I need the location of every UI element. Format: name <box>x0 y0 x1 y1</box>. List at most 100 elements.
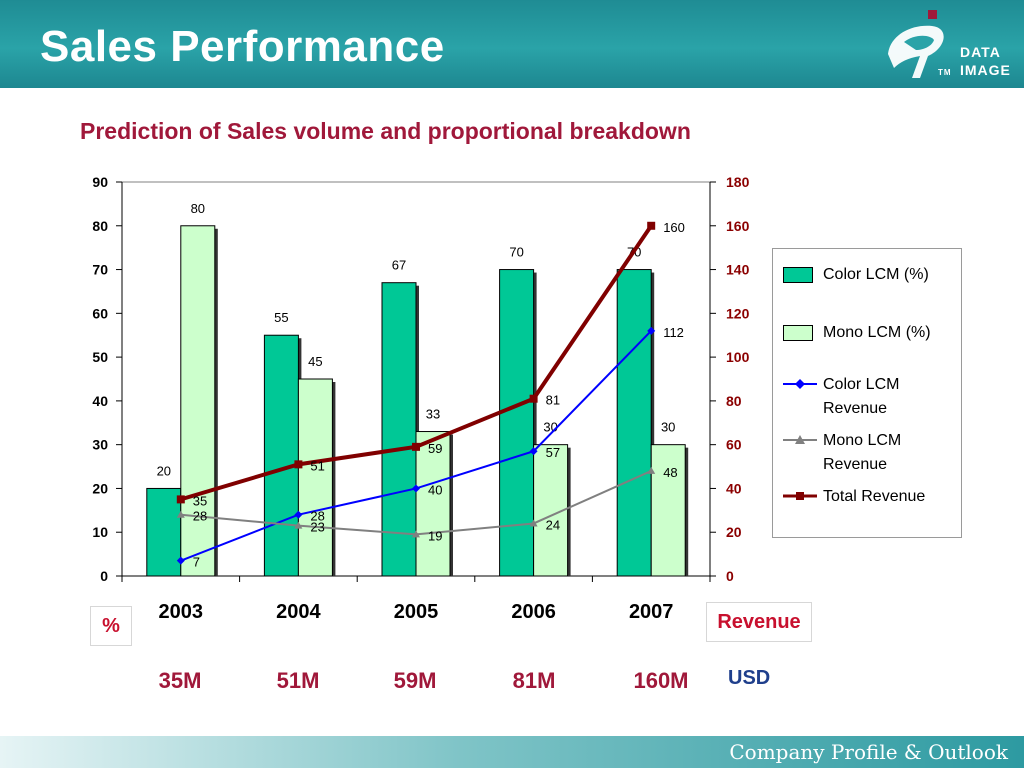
right-tick-label: 180 <box>726 174 750 190</box>
diamond-marker-icon <box>783 379 817 389</box>
total-2003: 35M <box>158 668 202 693</box>
right-tick-label: 40 <box>726 480 742 496</box>
bar-value-label: 67 <box>392 258 406 273</box>
color-revenue-point <box>176 556 185 565</box>
mono-revenue-value-label: 23 <box>310 520 324 535</box>
left-tick-label: 20 <box>92 480 108 496</box>
total-revenue-point <box>647 221 656 230</box>
mono-revenue-point <box>294 521 303 529</box>
bar-value-label: 33 <box>426 407 440 422</box>
total-revenue-value-label: 81 <box>546 393 560 408</box>
total-revenue-point <box>412 442 420 451</box>
mono-lcm-swatch <box>783 325 813 341</box>
color-revenue-point <box>529 447 538 456</box>
bar-value-label: 55 <box>274 310 288 325</box>
color-lcm-bar <box>146 487 182 577</box>
mono-lcm-bar <box>650 444 686 577</box>
color-lcm-bar <box>263 334 299 577</box>
total-2006: 81M <box>512 668 556 693</box>
total-revenue-value-label: 160 <box>663 220 685 235</box>
color-lcm-bar <box>499 269 535 577</box>
logo-text-data: DATA <box>960 44 1001 60</box>
sales-chart: 0 10 20 30 40 50 60 70 80 90 0 20 40 60 80 100 120 140 160… <box>92 174 750 620</box>
color-lcm-bar <box>381 282 417 577</box>
chart-subtitle: Prediction of Sales volume and proportio… <box>80 118 691 144</box>
legend-label: Mono LCM (%) <box>823 324 931 341</box>
total-revenue-point <box>529 394 538 403</box>
total-2005: 59M <box>393 668 437 693</box>
header-bar: Sales Performance DATA IMAGE TM <box>0 0 1024 88</box>
color-revenue-value-label: 57 <box>546 445 560 460</box>
mono-revenue-value-label: 28 <box>193 509 207 524</box>
triangle-marker-icon <box>783 435 817 444</box>
color-revenue-point <box>294 510 303 519</box>
left-tick-label: 60 <box>92 305 108 321</box>
right-tick-label: 0 <box>726 568 734 584</box>
left-tick-label: 90 <box>92 174 108 190</box>
page-title: Sales Performance <box>40 22 445 71</box>
percent-axis-label: % <box>90 606 132 646</box>
chart-legend: Color LCM (%) Mono LCM (%) Color LCM Rev… <box>772 248 962 538</box>
color-revenue-point <box>647 326 656 335</box>
footer-text: Company Profile & Outlook <box>729 740 1008 764</box>
mono-revenue-point <box>529 519 538 527</box>
mono-revenue-value-label: 19 <box>428 528 442 543</box>
mono-revenue-point <box>412 530 420 538</box>
x-tick-label: 2003 <box>159 601 204 620</box>
mono-lcm-bar <box>297 378 333 577</box>
legend-label: Color LCM Revenue <box>823 376 900 417</box>
left-tick-label: 0 <box>100 568 108 584</box>
right-tick-label: 80 <box>726 393 742 409</box>
square-marker-icon <box>783 492 817 500</box>
logo-mark-icon <box>888 10 944 78</box>
mono-revenue-value-label: 48 <box>663 465 677 480</box>
x-tick-label: 2006 <box>511 601 556 620</box>
legend-label: Mono LCM Revenue <box>823 432 902 473</box>
left-tick-label: 40 <box>92 393 108 409</box>
left-tick-label: 50 <box>92 349 108 365</box>
total-revenue-point <box>294 460 303 469</box>
mono-revenue-value-label: 24 <box>546 517 560 532</box>
bar-value-label: 80 <box>191 201 205 216</box>
x-tick-label: 2007 <box>629 601 674 620</box>
total-2004: 51M <box>276 668 320 693</box>
bar-value-label: 70 <box>509 245 523 260</box>
right-tick-label: 140 <box>726 262 750 278</box>
color-revenue-point <box>412 484 420 493</box>
right-tick-label: 160 <box>726 218 750 234</box>
logo-text-image: IMAGE <box>960 62 1011 78</box>
left-tick-label: 30 <box>92 437 108 453</box>
mono-lcm-bar <box>180 225 216 577</box>
footer-bar: Company Profile & Outlook <box>0 736 1024 768</box>
legend-label: Total Revenue <box>823 488 926 505</box>
total-revenue-point <box>176 495 185 504</box>
mono-lcm-bar <box>415 431 451 577</box>
color-lcm-swatch <box>783 267 813 283</box>
data-image-logo: DATA IMAGE TM <box>880 8 1024 86</box>
x-tick-label: 2005 <box>394 601 439 620</box>
right-tick-label: 100 <box>726 349 750 365</box>
mono-revenue-point <box>647 466 656 474</box>
left-tick-label: 80 <box>92 218 108 234</box>
right-tick-label: 120 <box>726 305 750 321</box>
revenue-axis-label: Revenue <box>706 602 812 642</box>
mono-revenue-point <box>176 510 185 518</box>
left-tick-label: 70 <box>92 262 108 278</box>
total-revenue-value-label: 51 <box>310 458 324 473</box>
color-revenue-value-label: 28 <box>310 509 324 524</box>
color-revenue-value-label: 40 <box>428 482 442 497</box>
usd-label: USD <box>728 667 771 689</box>
total-revenue-value-label: 35 <box>193 493 207 508</box>
logo-tm: TM <box>938 68 952 77</box>
total-revenue-value-label: 59 <box>428 441 442 456</box>
bar-value-label: 30 <box>661 420 675 435</box>
right-tick-label: 60 <box>726 437 742 453</box>
right-tick-label: 20 <box>726 524 742 540</box>
bar-value-label: 45 <box>308 354 322 369</box>
total-2007: 160M <box>633 668 689 693</box>
bar-value-label: 20 <box>157 463 171 478</box>
color-revenue-value-label: 7 <box>193 555 200 570</box>
left-tick-label: 10 <box>92 524 108 540</box>
color-revenue-value-label: 112 <box>663 325 684 340</box>
legend-label: Color LCM (%) <box>823 266 929 283</box>
